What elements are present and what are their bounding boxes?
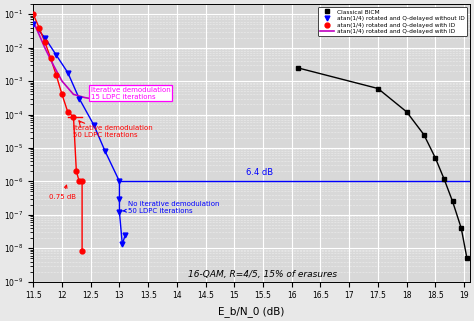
atan(1/4) rotated and Q-delayed with ID (30, 12, 36, 16)
atan(1/4) rotated and Q-delayed with ID (79, 249, 85, 253)
atan(1/4) rotated and Q-delayed without ID (54, 53, 59, 57)
atan(1/4) rotated and Q-delayed without ID (30, 22, 36, 26)
atan(1/4) rotated and Q-delayed without ID (117, 197, 122, 201)
atan(1/4) rotated and Q-delayed with ID (59, 79, 65, 83)
X-axis label: E_b/N_0 (dB): E_b/N_0 (dB) (219, 306, 285, 317)
atan(1/4) rotated and Q-delayed without ID (65, 71, 71, 74)
atan(1/4) rotated and Q-delayed with ID (79, 179, 85, 183)
Classical BICM (375, 87, 381, 91)
Classical BICM (295, 66, 301, 70)
Text: Iterative demodulation
50 LDPC iterations: Iterative demodulation 50 LDPC iteration… (73, 125, 153, 138)
Line: atan(1/4) rotated and Q-delayed with ID: atan(1/4) rotated and Q-delayed with ID (33, 22, 91, 99)
atan(1/4) rotated and Q-delayed with ID (71, 115, 76, 119)
atan(1/4) rotated and Q-delayed without ID (122, 233, 128, 237)
atan(1/4) rotated and Q-delayed without ID (119, 242, 125, 246)
atan(1/4) rotated and Q-delayed without ID (42, 36, 47, 39)
Text: Iterative demodulation
15 LDPC iterations: Iterative demodulation 15 LDPC iteration… (91, 87, 171, 100)
Classical BICM (464, 256, 470, 260)
Text: 16-QAM, R=4/5, 15% of erasures: 16-QAM, R=4/5, 15% of erasures (189, 270, 337, 279)
Classical BICM (450, 200, 456, 204)
Line: atan(1/4) rotated and Q-delayed with ID: atan(1/4) rotated and Q-delayed with ID (31, 12, 84, 253)
atan(1/4) rotated and Q-delayed with ID (88, 97, 93, 100)
atan(1/4) rotated and Q-delayed with ID (54, 73, 59, 77)
Classical BICM (458, 226, 464, 230)
Classical BICM (404, 110, 410, 114)
atan(1/4) rotated and Q-delayed with ID (65, 110, 71, 114)
atan(1/4) rotated and Q-delayed with ID (76, 179, 82, 183)
atan(1/4) rotated and Q-delayed with ID (42, 40, 47, 44)
atan(1/4) rotated and Q-delayed with ID (30, 20, 36, 23)
Text: 0.75 dB: 0.75 dB (49, 185, 76, 200)
Legend: Classical BICM, atan(1/4) rotated and Q-delayed without ID, atan(1/4) rotated an: Classical BICM, atan(1/4) rotated and Q-… (318, 7, 467, 37)
atan(1/4) rotated and Q-delayed with ID (59, 92, 65, 96)
atan(1/4) rotated and Q-delayed with ID (48, 56, 54, 60)
Classical BICM (432, 156, 438, 160)
atan(1/4) rotated and Q-delayed with ID (36, 32, 42, 36)
atan(1/4) rotated and Q-delayed without ID (117, 210, 122, 214)
Line: atan(1/4) rotated and Q-delayed without ID: atan(1/4) rotated and Q-delayed without … (31, 22, 128, 247)
atan(1/4) rotated and Q-delayed without ID (102, 149, 108, 153)
Text: No iterative demodulation
50 LDPC iterations: No iterative demodulation 50 LDPC iterat… (122, 201, 219, 214)
atan(1/4) rotated and Q-delayed without ID (91, 123, 96, 126)
Classical BICM (421, 133, 427, 136)
atan(1/4) rotated and Q-delayed without ID (76, 97, 82, 100)
Text: 6.4 dB: 6.4 dB (246, 169, 273, 178)
Line: Classical BICM: Classical BICM (295, 65, 469, 261)
atan(1/4) rotated and Q-delayed with ID (82, 96, 88, 100)
atan(1/4) rotated and Q-delayed with ID (73, 169, 79, 173)
atan(1/4) rotated and Q-delayed with ID (71, 92, 76, 96)
atan(1/4) rotated and Q-delayed with ID (42, 46, 47, 49)
Classical BICM (441, 177, 447, 181)
atan(1/4) rotated and Q-delayed with ID (36, 26, 42, 30)
atan(1/4) rotated and Q-delayed without ID (117, 179, 122, 183)
atan(1/4) rotated and Q-delayed with ID (51, 63, 56, 67)
